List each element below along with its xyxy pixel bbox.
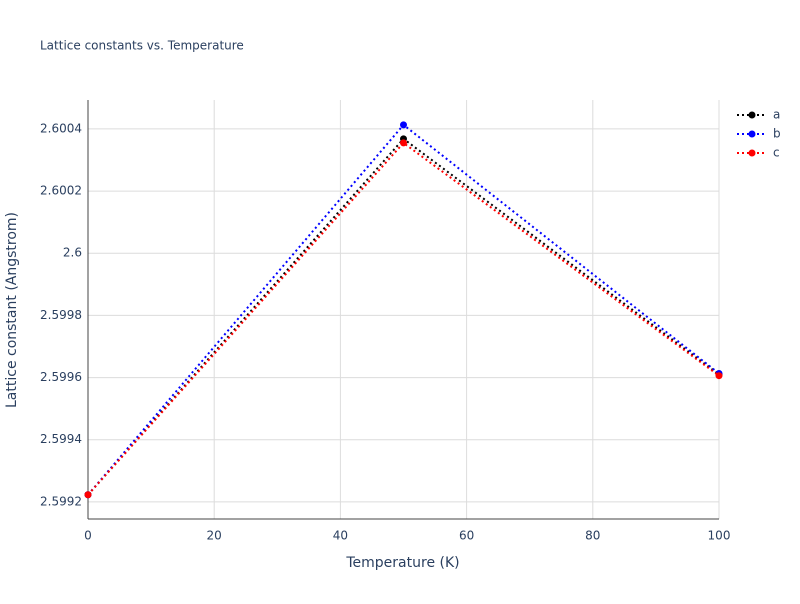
legend-marker [748, 111, 756, 119]
y-tick-label: 2.5994 [40, 432, 82, 446]
data-point [84, 491, 92, 499]
y-tick-label: 2.5992 [40, 494, 82, 508]
chart-title: Lattice constants vs. Temperature [40, 39, 244, 53]
y-tick-label: 2.6004 [40, 121, 82, 135]
x-tick-label: 80 [585, 529, 600, 543]
x-axis-title: Temperature (K) [345, 555, 459, 571]
x-tick-label: 100 [708, 529, 731, 543]
y-tick-label: 2.6002 [40, 184, 82, 198]
legend-label: b [773, 127, 781, 141]
y-tick-label: 2.5998 [40, 308, 82, 322]
y-tick-label: 2.5996 [40, 370, 82, 384]
legend-marker [748, 130, 756, 138]
data-point [715, 372, 723, 380]
x-tick-label: 60 [459, 529, 474, 543]
legend-marker [748, 149, 756, 157]
legend-label: c [773, 146, 780, 160]
x-tick-label: 0 [84, 529, 92, 543]
x-tick-label: 40 [333, 529, 348, 543]
data-point [400, 121, 407, 129]
y-tick-label: 2.6 [63, 246, 82, 260]
legend-label: a [773, 108, 780, 122]
data-point [400, 139, 407, 147]
grid [87, 100, 720, 519]
x-tick-label: 20 [207, 529, 222, 543]
y-axis-title: Lattice constant (Angstrom) [4, 212, 20, 408]
